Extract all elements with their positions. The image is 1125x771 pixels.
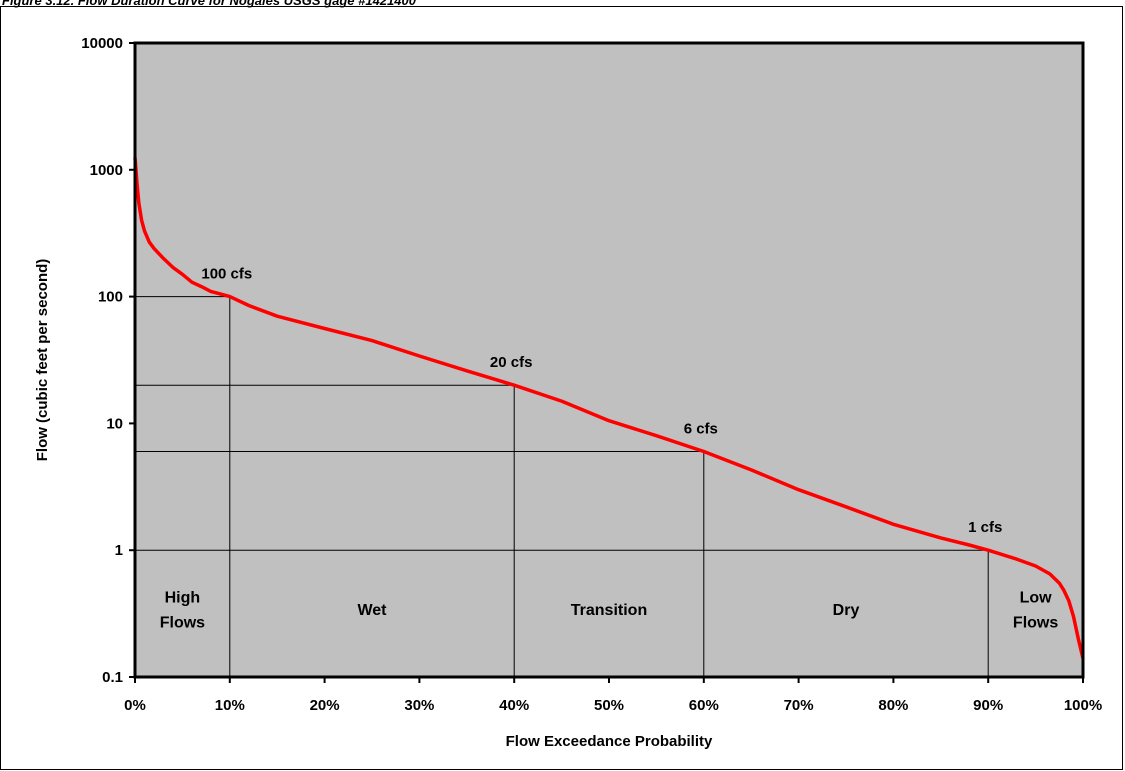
x-tick-label: 50% bbox=[594, 697, 624, 714]
flow-duration-curve bbox=[133, 157, 1085, 659]
zone-label: Transition bbox=[571, 602, 647, 619]
y-tick-label: 10000 bbox=[81, 35, 123, 52]
x-tick-label: 20% bbox=[310, 697, 340, 714]
x-tick-label: 10% bbox=[215, 697, 245, 714]
x-tick-label: 70% bbox=[784, 697, 814, 714]
threshold-labels: 100 cfs 20 cfs 6 cfs 1 cfs bbox=[201, 266, 1002, 537]
y-tick-label: 0.1 bbox=[102, 669, 123, 686]
x-tick-label: 100% bbox=[1064, 697, 1102, 714]
x-tick-label: 60% bbox=[689, 697, 719, 714]
zone-label: Dry bbox=[833, 602, 860, 619]
x-tick-label: 0% bbox=[124, 697, 146, 714]
x-tick-label: 30% bbox=[404, 697, 434, 714]
zone-label: High bbox=[165, 590, 201, 607]
y-tick-label: 1000 bbox=[90, 162, 123, 179]
figure-title: Figure 3.12. Flow Duration Curve for Nog… bbox=[2, 0, 416, 8]
x-axis-ticks: 0% 10% 20% 30% 40% 50% 60% 70% 80% 90% 100% bbox=[124, 677, 1102, 714]
threshold-label: 20 cfs bbox=[490, 354, 533, 371]
zone-label: Flows bbox=[1013, 615, 1058, 632]
plot-area bbox=[135, 43, 1083, 677]
y-axis-label: Flow (cubic feet per second) bbox=[34, 259, 51, 462]
threshold-label: 6 cfs bbox=[684, 421, 718, 438]
zone-labels: High Flows Wet Transition Dry Low Flows bbox=[160, 590, 1059, 632]
zone-label: Flows bbox=[160, 615, 205, 632]
chart-frame bbox=[0, 6, 1123, 770]
threshold-lines bbox=[135, 296, 989, 677]
y-axis-ticks: 0.1 1 10 100 1000 10000 bbox=[81, 35, 135, 686]
zone-label: Low bbox=[1020, 590, 1053, 607]
x-tick-label: 90% bbox=[973, 697, 1003, 714]
threshold-label: 100 cfs bbox=[201, 266, 252, 283]
threshold-label: 1 cfs bbox=[968, 519, 1002, 536]
y-tick-label: 10 bbox=[106, 415, 123, 432]
zone-label: Wet bbox=[357, 602, 387, 619]
x-tick-label: 40% bbox=[499, 697, 529, 714]
y-tick-label: 100 bbox=[98, 289, 123, 306]
y-tick-label: 1 bbox=[115, 542, 123, 559]
x-tick-label: 80% bbox=[878, 697, 908, 714]
x-axis-label: Flow Exceedance Probability bbox=[506, 733, 713, 750]
